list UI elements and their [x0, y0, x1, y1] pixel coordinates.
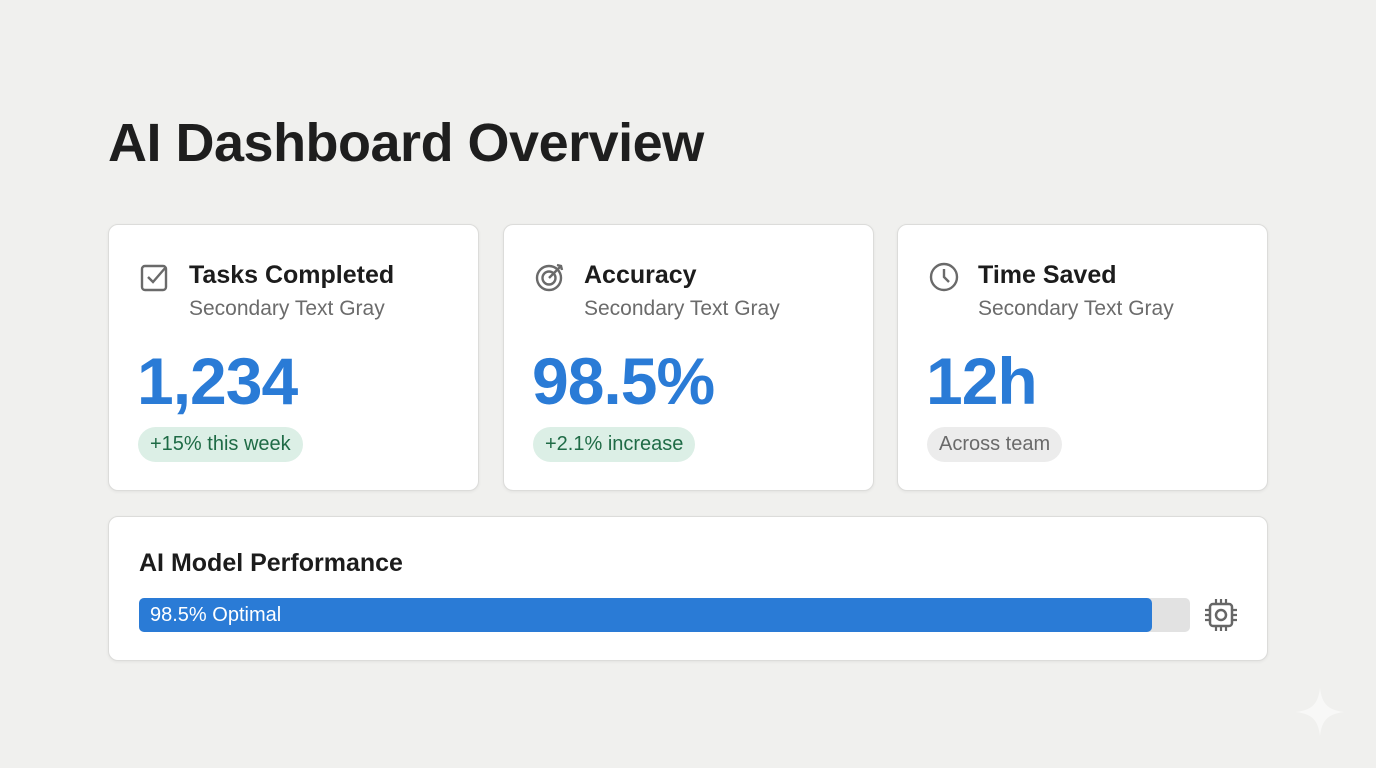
trend-badge: +15% this week	[138, 427, 303, 462]
progress-label: 98.5% Optimal	[150, 604, 282, 626]
card-value: 1,234	[137, 344, 298, 418]
card-value: 12h	[926, 344, 1038, 418]
card-title: Tasks Completed	[189, 261, 395, 289]
card-title: Time Saved	[978, 261, 1117, 289]
cpu-chip-icon[interactable]	[1203, 597, 1239, 633]
performance-title: AI Model Performance	[139, 549, 403, 577]
card-accuracy: Accuracy Secondary Text Gray 98.5% +2.1%…	[503, 224, 874, 491]
card-title: Accuracy	[584, 261, 697, 289]
performance-progress-bar: 98.5% Optimal	[139, 598, 1190, 632]
card-value: 98.5%	[532, 344, 715, 418]
trend-badge: +2.1% increase	[533, 427, 696, 462]
clock-icon	[929, 262, 959, 292]
card-subtitle: Secondary Text Gray	[189, 297, 385, 320]
sparkle-icon	[1296, 688, 1344, 736]
card-subtitle: Secondary Text Gray	[978, 297, 1174, 320]
card-time-saved: Time Saved Secondary Text Gray 12h Acros…	[897, 224, 1268, 491]
target-icon	[535, 263, 564, 292]
card-tasks-completed: Tasks Completed Secondary Text Gray 1,23…	[108, 224, 479, 491]
model-performance-card: AI Model Performance 98.5% Optimal	[108, 516, 1268, 661]
checkbox-icon	[140, 264, 168, 292]
progress-fill	[139, 598, 1153, 632]
card-subtitle: Secondary Text Gray	[584, 297, 780, 320]
page-title: AI Dashboard Overview	[108, 113, 704, 173]
info-badge: Across team	[927, 427, 1063, 462]
